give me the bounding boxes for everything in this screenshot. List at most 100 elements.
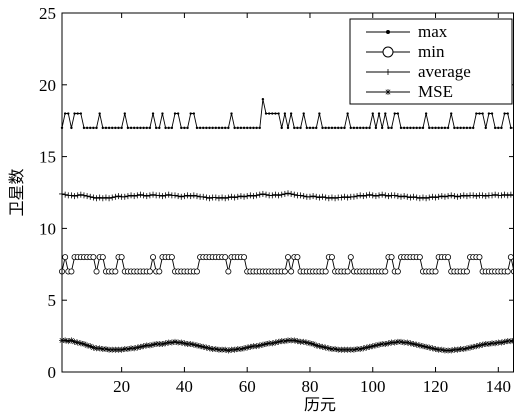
data-point: [236, 126, 239, 130]
data-point: [415, 126, 418, 130]
series-mse: [59, 337, 514, 354]
data-point: [322, 344, 329, 351]
data-point: [114, 126, 117, 130]
data-point: [146, 268, 153, 275]
x-tick-label: 20: [113, 377, 130, 396]
data-point: [82, 126, 86, 130]
data-point: [71, 193, 78, 200]
data-point: [468, 126, 472, 130]
data-point: [253, 343, 260, 350]
data-point: [338, 194, 345, 201]
legend-marker: [382, 46, 394, 58]
data-point: [288, 268, 295, 275]
data-point: [310, 193, 317, 200]
legend-entry-mse: MSE: [366, 82, 453, 101]
y-tick-label: 15: [39, 148, 56, 167]
data-point: [421, 126, 425, 130]
data-point: [222, 254, 229, 261]
data-point: [134, 192, 141, 199]
data-point: [443, 126, 447, 130]
data-point: [384, 112, 387, 115]
data-point: [222, 346, 229, 353]
data-point: [289, 112, 293, 115]
data-point: [239, 126, 243, 130]
data-point: [511, 192, 514, 199]
data-point: [327, 126, 331, 130]
data-point: [485, 340, 492, 347]
data-point: [406, 126, 409, 130]
series-max: [60, 97, 514, 130]
data-point: [77, 191, 84, 198]
data-point: [164, 126, 167, 130]
data-point: [369, 343, 376, 350]
data-point: [399, 126, 403, 130]
data-point: [247, 192, 254, 199]
data-point: [357, 192, 364, 199]
data-point: [67, 112, 70, 115]
data-point: [380, 126, 384, 130]
data-point: [299, 126, 302, 130]
data-point: [332, 195, 339, 202]
data-point: [451, 193, 458, 200]
data-point: [431, 126, 434, 130]
data-point: [215, 195, 222, 202]
data-point: [453, 126, 456, 130]
data-point: [448, 192, 455, 199]
data-point: [382, 268, 389, 275]
data-point: [341, 193, 348, 200]
data-point: [368, 126, 371, 130]
data-point: [506, 112, 509, 115]
data-point: [511, 337, 514, 344]
data-point: [89, 126, 92, 130]
data-point: [419, 194, 426, 201]
data-point: [371, 112, 374, 115]
data-point: [377, 112, 381, 115]
data-point: [150, 254, 157, 261]
y-tick-label: 25: [39, 4, 56, 23]
data-point: [330, 126, 334, 130]
data-point: [456, 126, 459, 130]
data-point: [146, 192, 153, 199]
data-point: [205, 126, 208, 130]
data-point: [437, 126, 440, 130]
data-point: [322, 194, 329, 201]
data-point: [93, 195, 100, 202]
data-point: [176, 112, 180, 115]
data-point: [181, 193, 188, 200]
data-point: [404, 193, 411, 200]
legend-label: min: [418, 42, 445, 61]
data-point: [237, 193, 244, 200]
legend-label: MSE: [418, 82, 453, 101]
data-point: [264, 112, 268, 115]
data-point: [190, 341, 197, 348]
data-point: [90, 194, 97, 201]
data-point: [434, 126, 437, 130]
data-point: [504, 268, 511, 275]
x-tick-label: 140: [486, 377, 512, 396]
data-point: [410, 193, 417, 200]
data-point: [435, 193, 442, 200]
data-point: [432, 194, 439, 201]
data-point: [168, 254, 175, 261]
data-point: [131, 345, 138, 352]
data-point: [109, 194, 116, 201]
data-point: [101, 126, 105, 130]
data-point: [148, 126, 152, 130]
data-point: [412, 126, 415, 130]
data-point: [255, 126, 258, 130]
data-point: [272, 339, 279, 346]
legend-label: average: [418, 62, 471, 81]
data-point: [269, 192, 276, 199]
data-point: [193, 193, 200, 200]
data-point: [158, 126, 161, 130]
data-point: [385, 89, 391, 95]
data-point: [117, 126, 120, 130]
data-point: [93, 268, 100, 275]
data-point: [498, 192, 505, 199]
data-point: [62, 254, 69, 261]
data-point: [186, 126, 189, 130]
data-point: [446, 126, 450, 130]
x-tick-label: 40: [176, 377, 193, 396]
data-point: [244, 193, 251, 200]
data-point: [463, 268, 470, 275]
